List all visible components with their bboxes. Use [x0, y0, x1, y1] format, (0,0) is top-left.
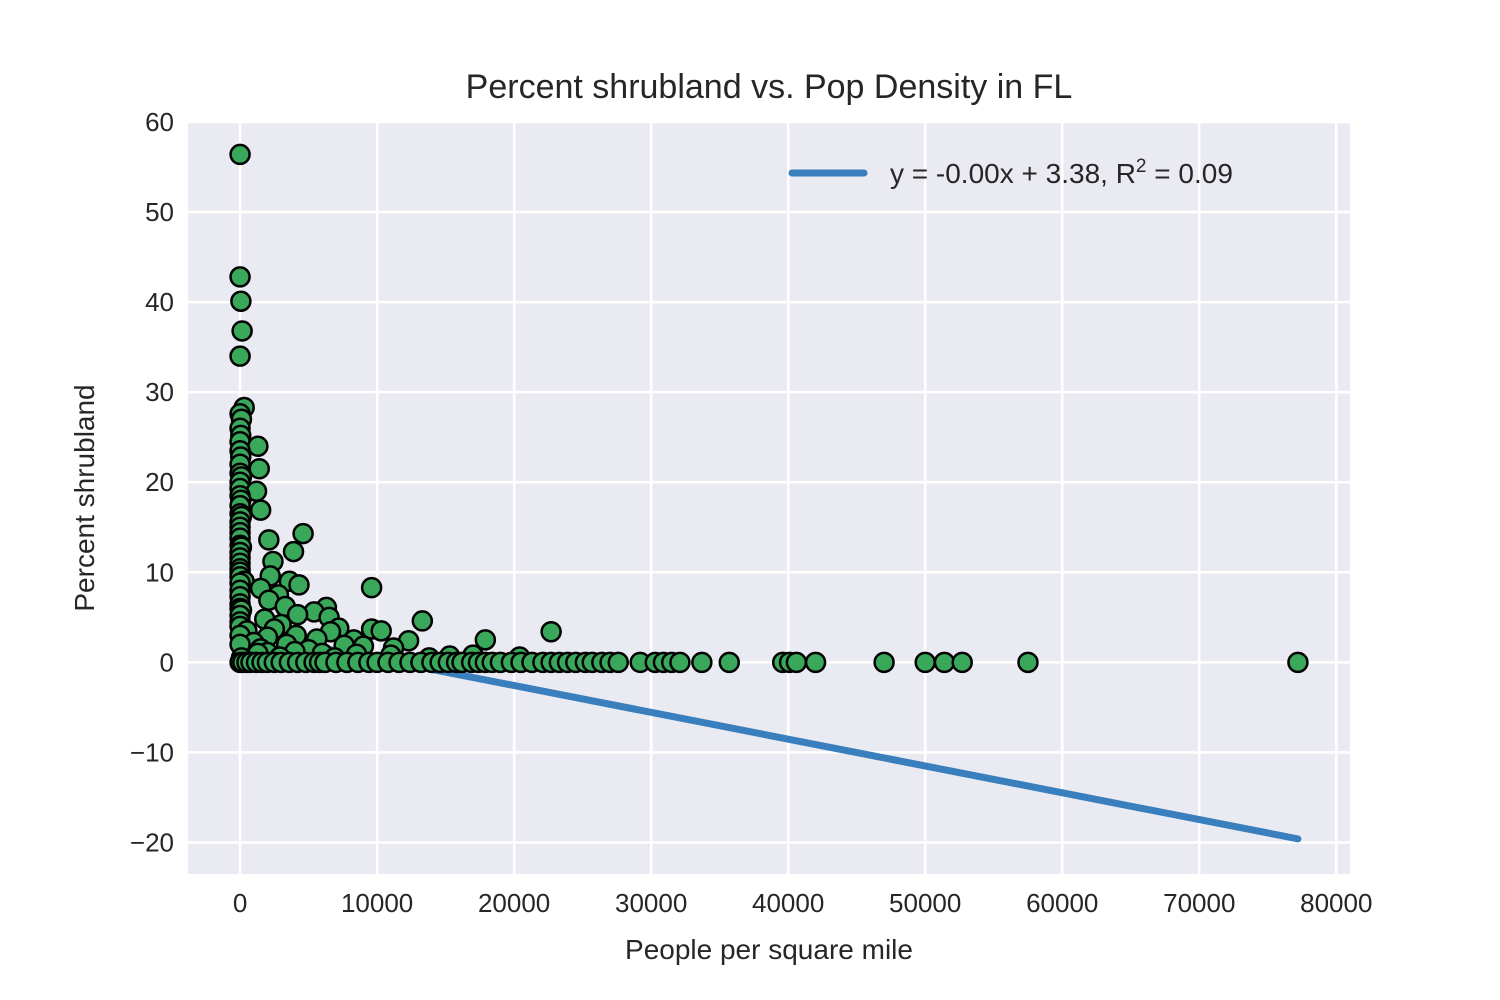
y-tick-label: 30 [145, 377, 174, 407]
x-tick-label: 50000 [889, 888, 961, 918]
data-point [288, 574, 310, 596]
x-tick-label: 30000 [615, 888, 687, 918]
y-tick-label: 10 [145, 557, 174, 587]
x-axis-label: People per square mile [625, 934, 913, 965]
y-tick-label: −10 [130, 737, 174, 767]
data-point [411, 610, 434, 632]
data-point [914, 651, 936, 674]
chart-title: Percent shrubland vs. Pop Density in FL [466, 68, 1073, 106]
x-tick-label: 10000 [341, 888, 413, 918]
x-tick-label: 0 [233, 888, 247, 918]
data-point [286, 603, 309, 626]
legend-label-superscript: 2 [1136, 156, 1147, 177]
x-tick-label: 60000 [1026, 888, 1098, 918]
data-point [933, 651, 956, 674]
data-point [691, 651, 713, 674]
data-point [951, 651, 973, 674]
data-point [229, 143, 251, 166]
legend-label-rest: = 0.09 [1147, 158, 1233, 189]
data-point [1017, 651, 1039, 674]
data-point [540, 620, 562, 643]
y-tick-label: 60 [145, 107, 174, 137]
x-tick-label: 20000 [478, 888, 550, 918]
x-tick-label: 70000 [1163, 888, 1235, 918]
data-point [292, 522, 314, 545]
data-point [249, 499, 272, 521]
data-point [785, 651, 808, 674]
y-tick-label: 20 [145, 467, 174, 497]
data-point [258, 529, 280, 551]
y-tick-label: 50 [145, 197, 174, 227]
y-tick-label: 0 [160, 647, 174, 677]
data-points [229, 143, 1309, 674]
legend-label: y = -0.00x + 3.38, R2 = 0.09 [890, 156, 1233, 189]
data-point [282, 540, 305, 563]
data-point [474, 629, 497, 651]
y-tick-label: −20 [130, 827, 174, 857]
plot-background [188, 122, 1350, 874]
legend-label-main: y = -0.00x + 3.38, R [890, 158, 1136, 189]
x-tick-label: 40000 [752, 888, 824, 918]
data-point [229, 345, 251, 367]
x-tick-label: 80000 [1300, 888, 1372, 918]
data-point [247, 435, 269, 457]
data-point [804, 651, 827, 674]
data-point [248, 457, 271, 480]
data-point [230, 290, 252, 312]
data-point [873, 651, 895, 674]
data-point [1287, 651, 1309, 674]
x-axis-ticks: 0 10000 20000 30000 40000 50000 60000 70000 8000… [233, 888, 1373, 918]
data-point [360, 576, 383, 599]
y-axis-ticks: −20 −10 0 10 20 30 40 50 60 [130, 107, 174, 857]
data-point [370, 620, 392, 642]
legend: y = -0.00x + 3.38, R2 = 0.09 [788, 156, 1233, 189]
y-axis-label: Percent shrubland [69, 384, 100, 611]
data-point [231, 320, 253, 342]
data-point [229, 266, 251, 288]
data-point [607, 651, 630, 674]
y-tick-label: 40 [145, 287, 174, 317]
data-point [669, 651, 691, 674]
data-point [718, 651, 741, 674]
